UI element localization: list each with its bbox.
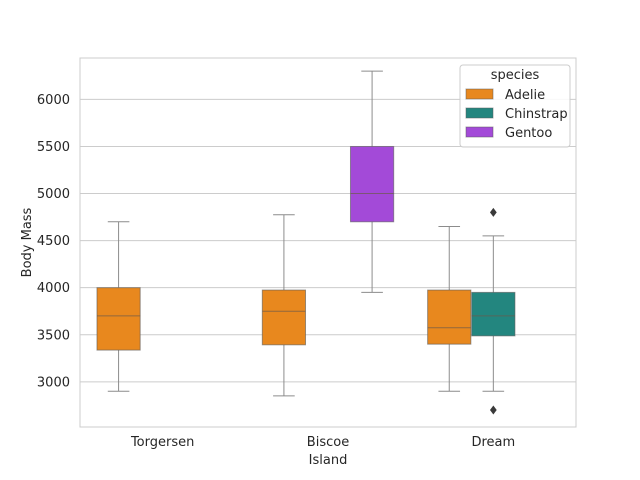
box-iqr bbox=[261, 289, 307, 346]
x-tick-label: Dream bbox=[471, 435, 515, 450]
box-adelie-dream bbox=[427, 225, 472, 392]
legend-swatch-chinstrap bbox=[465, 107, 494, 119]
y-tick-label: 3500 bbox=[37, 328, 70, 343]
y-tick-label: 4500 bbox=[37, 234, 70, 249]
y-tick-label: 3000 bbox=[37, 375, 70, 390]
outlier-point bbox=[489, 405, 497, 415]
x-axis-ticks: Torgersen Biscoe Dream bbox=[130, 435, 515, 450]
legend-label-chinstrap: Chinstrap bbox=[505, 107, 568, 122]
legend-swatch-adelie bbox=[465, 88, 494, 100]
y-tick-label: 6000 bbox=[37, 93, 70, 108]
box-iqr bbox=[96, 287, 141, 351]
y-tick-label: 5000 bbox=[37, 187, 70, 202]
grid-lines bbox=[80, 98, 576, 383]
y-axis-label: Body Mass bbox=[20, 207, 35, 277]
legend-label-gentoo: Gentoo bbox=[505, 126, 552, 141]
x-tick-label: Biscoe bbox=[307, 435, 349, 450]
x-tick-label: Torgersen bbox=[130, 435, 194, 450]
box-adelie-torgersen bbox=[96, 221, 141, 392]
box-adelie-biscoe bbox=[261, 214, 307, 397]
box-chinstrap-dream bbox=[471, 207, 516, 415]
legend-swatch-gentoo bbox=[465, 126, 494, 138]
x-axis-label: Island bbox=[309, 453, 348, 468]
y-axis-ticks: 3000 3500 4000 4500 5000 5500 6000 bbox=[37, 93, 70, 390]
box-iqr bbox=[427, 289, 472, 345]
y-tick-label: 4000 bbox=[37, 281, 70, 296]
legend: species Adelie Chinstrap Gentoo bbox=[459, 64, 571, 148]
box-iqr bbox=[349, 145, 395, 223]
box-gentoo-biscoe bbox=[349, 70, 395, 293]
y-tick-label: 5500 bbox=[37, 140, 70, 155]
legend-title: species bbox=[491, 68, 540, 83]
plot-frame bbox=[79, 57, 577, 428]
box-iqr bbox=[471, 291, 516, 337]
outlier-point bbox=[489, 207, 497, 217]
box-plot-area bbox=[96, 70, 516, 415]
legend-label-adelie: Adelie bbox=[505, 88, 545, 103]
